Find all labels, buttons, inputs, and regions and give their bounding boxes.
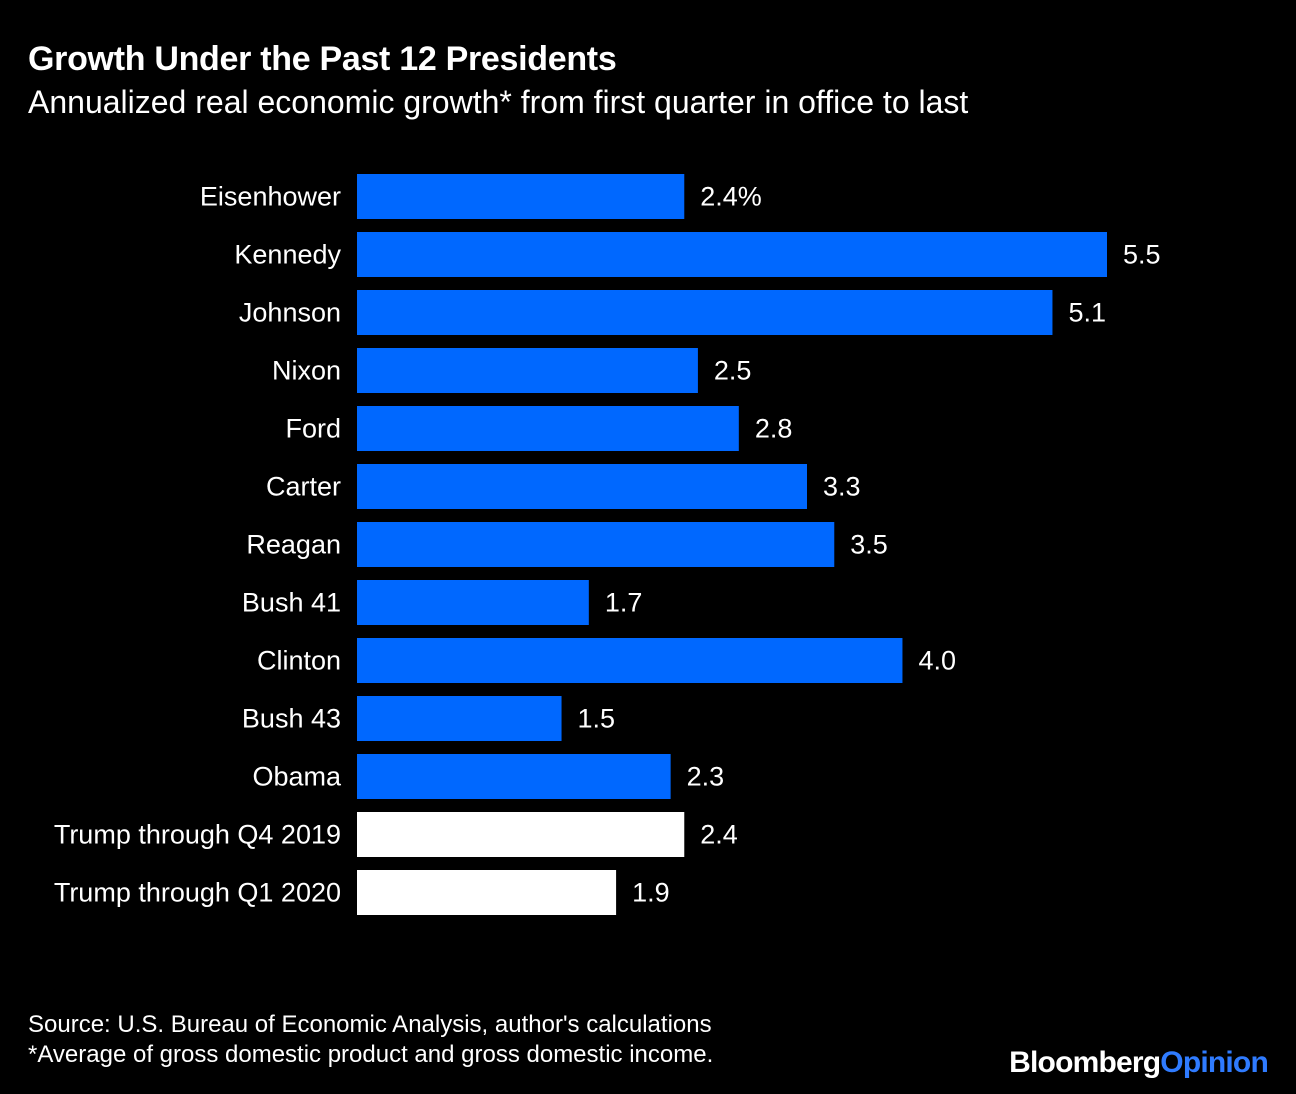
value-label: 1.7 <box>605 588 643 618</box>
bar <box>357 696 562 741</box>
bar-chart: Eisenhower 2.4% Kennedy 5.5 Johnson 5.1 Nixon 2… <box>54 174 1161 915</box>
bar <box>357 464 807 509</box>
category-label: Obama <box>252 762 342 792</box>
bloomberg-opinion-logo: BloombergOpinion <box>1009 1046 1269 1080</box>
footnote-line: *Average of gross domestic product and g… <box>28 1041 714 1068</box>
category-label: Eisenhower <box>200 182 341 212</box>
bar <box>357 870 617 915</box>
logo-brand: Bloomberg <box>1009 1046 1161 1079</box>
value-label: 4.0 <box>918 646 956 676</box>
category-label: Trump through Q4 2019 <box>54 820 341 850</box>
value-label: 5.1 <box>1068 298 1106 328</box>
category-label: Bush 43 <box>242 704 341 734</box>
value-label: 5.5 <box>1123 240 1161 270</box>
bar <box>357 522 835 567</box>
value-label: 1.9 <box>632 878 670 908</box>
value-label: 2.3 <box>687 762 725 792</box>
value-label: 2.4% <box>700 182 762 212</box>
value-label: 3.5 <box>850 530 888 560</box>
value-label: 2.5 <box>714 356 752 386</box>
value-label: 2.8 <box>755 414 793 444</box>
category-label: Nixon <box>272 356 341 386</box>
bar <box>357 348 698 393</box>
bar <box>357 638 903 683</box>
bar <box>357 580 589 625</box>
chart-subtitle: Annualized real economic growth* from fi… <box>28 84 969 120</box>
category-label: Kennedy <box>234 240 341 270</box>
bar <box>357 232 1107 277</box>
bar <box>357 406 739 451</box>
bar <box>357 290 1053 335</box>
source-notes: Source: U.S. Bureau of Economic Analysis… <box>28 1010 713 1070</box>
logo-section: Opinion <box>1160 1046 1269 1079</box>
source-line: Source: U.S. Bureau of Economic Analysis… <box>28 1011 712 1038</box>
category-label: Clinton <box>257 646 341 676</box>
bar <box>357 754 671 799</box>
bar <box>357 812 685 857</box>
category-label: Johnson <box>239 298 341 328</box>
chart-title: Growth Under the Past 12 Presidents <box>28 40 617 78</box>
category-label: Trump through Q1 2020 <box>54 878 341 908</box>
category-label: Carter <box>266 472 341 502</box>
category-label: Ford <box>285 414 341 444</box>
value-label: 3.3 <box>823 472 861 502</box>
category-label: Bush 41 <box>242 588 341 618</box>
value-label: 1.5 <box>578 704 616 734</box>
bar <box>357 174 685 219</box>
category-label: Reagan <box>246 530 341 560</box>
value-label: 2.4 <box>700 820 738 850</box>
